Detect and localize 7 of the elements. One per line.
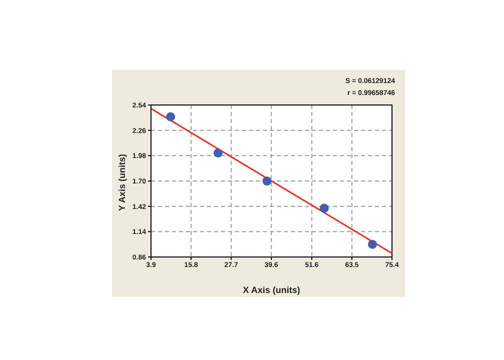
point: [262, 176, 272, 186]
point: [166, 112, 176, 122]
y-axis-title: Y Axis (units): [117, 154, 128, 211]
x-axis-title: X Axis (units): [242, 285, 300, 295]
point: [368, 240, 377, 249]
point: [214, 148, 223, 158]
point: [320, 204, 329, 213]
